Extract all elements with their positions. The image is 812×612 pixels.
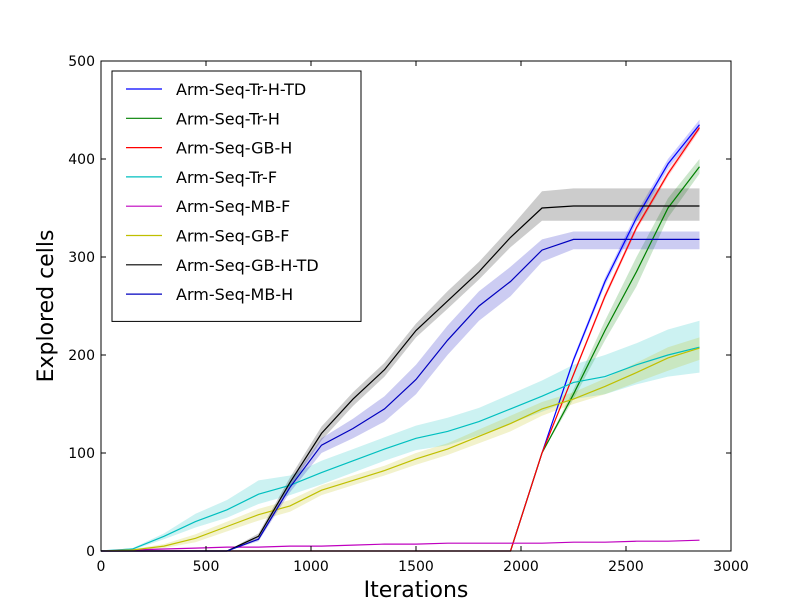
legend: Arm-Seq-Tr-H-TD Arm-Seq-Tr-H Arm-Seq-GB-H A…: [111, 70, 362, 322]
y-tick-label: 100: [68, 446, 95, 462]
x-tick-label: 500: [193, 559, 220, 575]
legend-label: Arm-Seq-GB-F: [176, 227, 289, 246]
legend-label: Arm-Seq-Tr-F: [176, 168, 277, 187]
y-tick-label: 500: [68, 54, 95, 70]
x-tick-label: 0: [97, 559, 106, 575]
series-line-arm-seq-mb-f: [100, 539, 700, 552]
legend-label: Arm-Seq-GB-H-TD: [176, 256, 319, 275]
x-tick-label: 2000: [503, 559, 539, 575]
legend-label: Arm-Seq-MB-H: [176, 285, 293, 304]
series-line-arm-seq-gb-f: [100, 347, 700, 552]
confidence-bands: [101, 119, 700, 552]
axis-ticks: 0 500 1000 1500 2000 2500 3000 0 100 200 300 400 500: [68, 54, 749, 575]
legend-label: Arm-Seq-GB-H: [176, 139, 292, 158]
legend-label: Arm-Seq-MB-F: [176, 197, 290, 216]
band-arm-seq-tr-f: [101, 320, 700, 551]
series-line-arm-seq-tr-f: [100, 346, 700, 552]
x-tick-label: 2500: [608, 559, 644, 575]
x-tick-label: 3000: [713, 559, 749, 575]
band-arm-seq-mb-h: [101, 231, 700, 551]
legend-label: Arm-Seq-Tr-H-TD: [176, 80, 306, 99]
legend-box: [111, 70, 362, 322]
y-axis-label: Explored cells: [34, 230, 59, 383]
legend-label: Arm-Seq-Tr-H: [176, 109, 280, 128]
y-tick-label: 0: [86, 544, 95, 560]
x-tick-label: 1500: [398, 559, 434, 575]
y-tick-label: 300: [68, 250, 95, 266]
x-axis-label: Iterations: [364, 578, 469, 603]
x-tick-label: 1000: [293, 559, 329, 575]
y-tick-label: 200: [68, 348, 95, 364]
y-tick-label: 400: [68, 152, 95, 168]
